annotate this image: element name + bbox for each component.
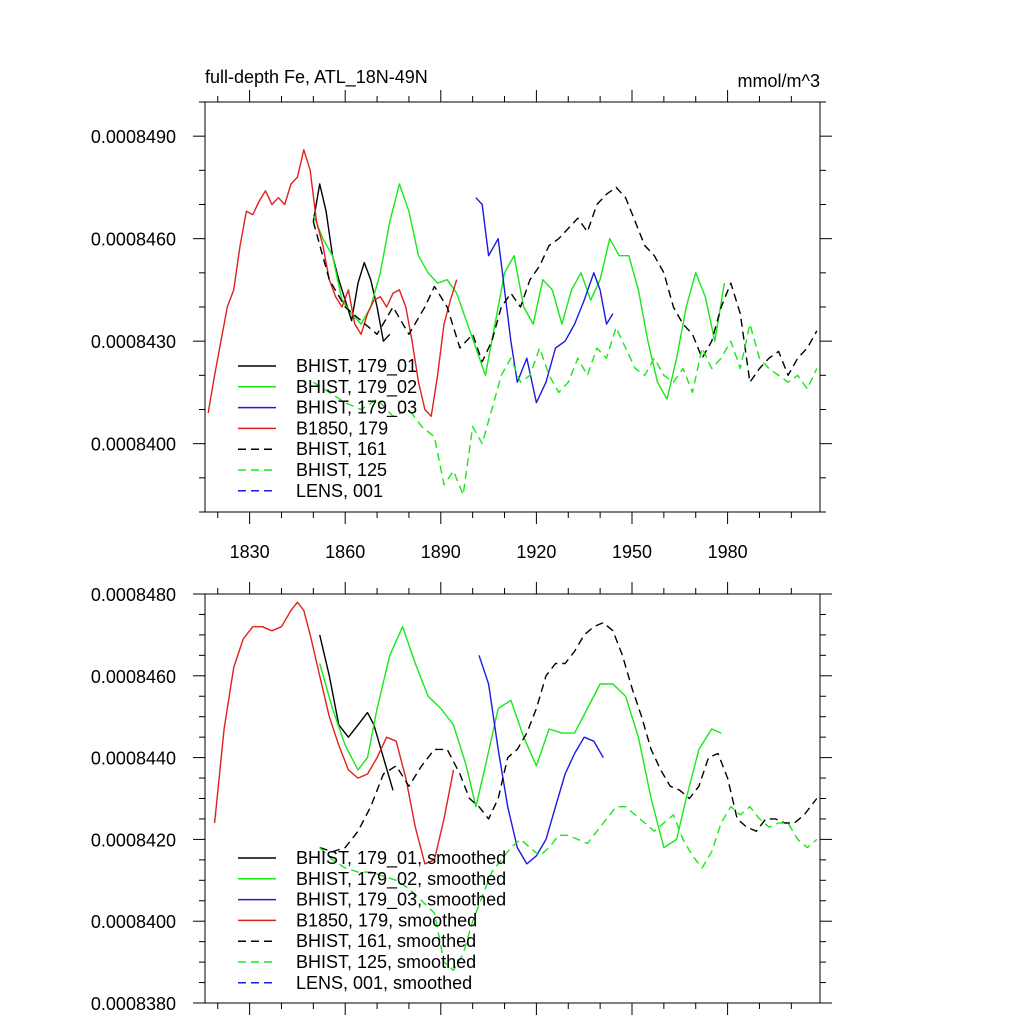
x-tick-label: 1950 bbox=[612, 542, 652, 562]
series-group bbox=[207, 149, 818, 496]
series-line-3 bbox=[213, 601, 455, 865]
legend-label: LENS, 001 bbox=[296, 481, 383, 501]
y-tick-label: 0.0008490 bbox=[91, 127, 176, 147]
series-line-1 bbox=[319, 626, 722, 849]
top-panel: 1830 1860 1890 1920 1950 1980 0.0008400 0.00084… bbox=[91, 90, 832, 562]
legend-label: BHIST, 179_01 bbox=[296, 356, 417, 377]
y-tick-label: 0.0008380 bbox=[91, 994, 176, 1014]
series-line-0 bbox=[319, 634, 394, 791]
series-line-2 bbox=[475, 197, 614, 404]
y-tick-label: 0.0008460 bbox=[91, 667, 176, 687]
units-label: mmol/m^3 bbox=[738, 71, 820, 91]
x-tick-label: 1890 bbox=[421, 542, 461, 562]
y-tick-label: 0.0008420 bbox=[91, 830, 176, 850]
y-tick-label: 0.0008400 bbox=[91, 912, 176, 932]
legend-label: BHIST, 179_02, smoothed bbox=[296, 869, 506, 890]
chart-title: full-depth Fe, ATL_18N-49N bbox=[205, 67, 428, 88]
legend-label: BHIST, 179_02 bbox=[296, 377, 417, 398]
y-tick-label: 0.0008480 bbox=[91, 585, 176, 605]
series-line-5 bbox=[312, 323, 818, 496]
x-tick-label: 1830 bbox=[230, 542, 270, 562]
y-tick-label: 0.0008400 bbox=[91, 435, 176, 455]
legend-label: BHIST, 161 bbox=[296, 439, 387, 459]
legend-label: BHIST, 179_03 bbox=[296, 398, 417, 419]
legend-label: B1850, 179, smoothed bbox=[296, 910, 477, 930]
series-group bbox=[213, 601, 818, 971]
x-tick-label: 1860 bbox=[325, 542, 365, 562]
legend-label: BHIST, 179_03, smoothed bbox=[296, 890, 506, 911]
legend-label: BHIST, 125 bbox=[296, 460, 387, 480]
bottom-panel: 0.0008380 0.0008400 0.0008420 0.0008440 0.00… bbox=[91, 582, 832, 1015]
legend-label: BHIST, 161, smoothed bbox=[296, 931, 476, 951]
legend-label: BHIST, 179_01, smoothed bbox=[296, 848, 506, 869]
series-line-2 bbox=[478, 655, 604, 865]
x-tick-label: 1980 bbox=[708, 542, 748, 562]
y-tick-label: 0.0008430 bbox=[91, 332, 176, 352]
series-line-0 bbox=[312, 183, 391, 342]
legend-label: LENS, 001, smoothed bbox=[296, 973, 472, 993]
legend-label: BHIST, 125, smoothed bbox=[296, 952, 476, 972]
series-line-4 bbox=[319, 621, 818, 853]
y-tick-label: 0.0008460 bbox=[91, 230, 176, 250]
series-line-4 bbox=[312, 186, 818, 383]
series-line-3 bbox=[207, 149, 458, 417]
y-tick-label: 0.0008440 bbox=[91, 749, 176, 769]
x-tick-label: 1920 bbox=[516, 542, 556, 562]
series-line-1 bbox=[312, 183, 726, 400]
series-line-5 bbox=[319, 806, 818, 971]
legend-label: B1850, 179 bbox=[296, 418, 388, 438]
